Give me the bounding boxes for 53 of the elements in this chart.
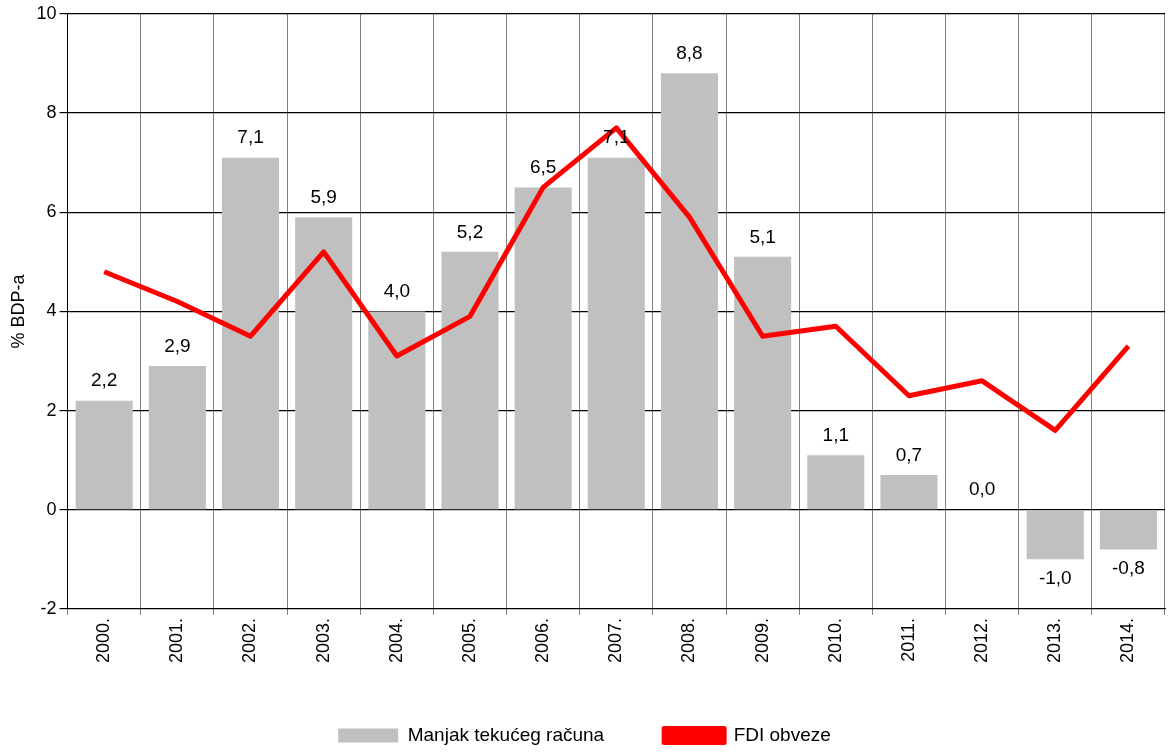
data-label: 1,1 bbox=[822, 423, 849, 445]
data-label: 2,2 bbox=[90, 369, 118, 391]
bar bbox=[880, 475, 938, 510]
data-label: 5,1 bbox=[749, 225, 776, 247]
data-label: 2,9 bbox=[164, 334, 191, 356]
bar bbox=[148, 365, 206, 510]
x-tick-label: 2013. bbox=[1044, 617, 1065, 663]
x-tick-label: 2011. bbox=[897, 617, 918, 662]
data-label: 0,0 bbox=[968, 478, 996, 500]
legend-label: Manjak tekućeg računa bbox=[407, 723, 605, 745]
x-tick-label: 2012. bbox=[971, 617, 992, 663]
x-tick-label: 2009. bbox=[751, 617, 772, 663]
bar bbox=[368, 311, 426, 510]
y-tick-label: 0 bbox=[46, 498, 57, 519]
x-tick-label: 2005. bbox=[458, 617, 479, 663]
y-tick-label: 6 bbox=[46, 201, 57, 222]
y-tick-label: 10 bbox=[36, 2, 57, 23]
data-label: -0,8 bbox=[1112, 557, 1145, 579]
x-tick-label: 2006. bbox=[532, 617, 553, 663]
bar bbox=[587, 157, 645, 510]
bar bbox=[660, 73, 718, 510]
bar bbox=[221, 157, 280, 510]
y-tick-label: 8 bbox=[46, 101, 57, 122]
bar bbox=[1099, 510, 1157, 550]
y-axis-title: % BDP-a bbox=[7, 273, 28, 349]
data-label: 7,1 bbox=[237, 126, 264, 148]
bar bbox=[734, 256, 792, 510]
bar bbox=[295, 217, 353, 510]
bar bbox=[807, 455, 865, 510]
y-tick-label: 4 bbox=[46, 300, 57, 321]
data-label: 8,8 bbox=[676, 42, 703, 64]
x-tick-label: 2007. bbox=[605, 617, 626, 663]
y-tick-label: -2 bbox=[40, 597, 57, 618]
bar bbox=[75, 400, 133, 510]
data-label: 0,7 bbox=[895, 443, 923, 465]
data-label: 5,9 bbox=[310, 185, 337, 207]
x-tick-label: 2003. bbox=[312, 617, 333, 663]
x-tick-label: 2000. bbox=[93, 617, 114, 663]
x-tick-label: 2010. bbox=[824, 617, 845, 663]
x-tick-label: 2014. bbox=[1117, 617, 1138, 663]
x-tick-label: 2004. bbox=[385, 617, 406, 663]
data-label: 5,2 bbox=[456, 220, 484, 242]
data-label: -1,0 bbox=[1038, 567, 1072, 589]
bar bbox=[441, 251, 499, 510]
bar bbox=[1026, 510, 1084, 560]
x-tick-label: 2001. bbox=[166, 617, 187, 663]
data-label: 4,0 bbox=[383, 280, 411, 302]
x-tick-label: 2002. bbox=[239, 617, 260, 663]
data-label: 6,5 bbox=[529, 156, 557, 178]
bar bbox=[514, 187, 572, 510]
legend-label: FDI obveze bbox=[733, 723, 831, 745]
y-tick-label: 2 bbox=[46, 399, 57, 420]
x-tick-label: 2008. bbox=[678, 617, 699, 663]
